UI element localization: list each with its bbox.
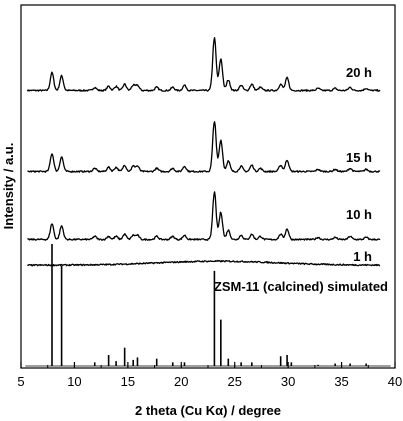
series-label: 1 h (353, 249, 372, 264)
x-tick-label: 25 (227, 374, 241, 389)
series-label: ZSM-11 (calcined) simulated (214, 279, 388, 294)
series-label: 20 h (346, 65, 372, 80)
x-tick-label: 10 (67, 374, 81, 389)
x-axis-title: 2 theta (Cu Kα) / degree (135, 403, 281, 418)
x-tick-label: 40 (388, 374, 402, 389)
x-axis-ticks: 5 10 15 20 25 30 35 40 (17, 362, 402, 389)
x-tick-label: 35 (334, 374, 348, 389)
x-tick-label: 20 (174, 374, 188, 389)
xrd-trace (27, 259, 381, 267)
xrd-trace (27, 191, 381, 241)
series-label: 15 h (346, 150, 372, 165)
x-tick-label: 30 (281, 374, 295, 389)
series-label: 10 h (346, 207, 372, 222)
series-label-group: 20 h 15 h 10 h 1 h ZSM-11 (calcined) simulat… (214, 65, 388, 294)
x-tick-label: 5 (17, 374, 24, 389)
stick-group (25, 244, 391, 367)
plot-frame (20, 4, 396, 369)
y-axis-title: Intensity / a.u. (1, 143, 16, 230)
x-tick-label: 15 (121, 374, 135, 389)
xrd-trace (27, 121, 381, 173)
xrd-trace (26, 37, 381, 92)
trace-group (26, 37, 381, 267)
